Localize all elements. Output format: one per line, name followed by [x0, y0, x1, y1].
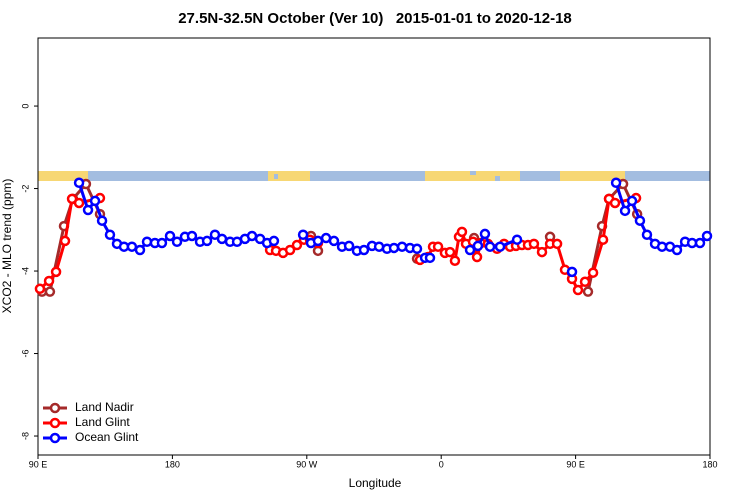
x-tick-label: 180 — [165, 459, 180, 469]
land-band — [268, 171, 310, 181]
land-band — [38, 171, 88, 181]
point — [186, 230, 198, 242]
point — [312, 235, 324, 247]
legend-label: Land Nadir — [75, 400, 134, 414]
point — [246, 230, 258, 242]
point — [358, 244, 370, 256]
map-strip — [38, 171, 710, 181]
ocean-band — [38, 171, 710, 181]
point — [444, 246, 456, 258]
point — [291, 239, 303, 251]
point — [701, 230, 713, 242]
point — [641, 229, 653, 240]
y-tick-label: 0 — [20, 104, 30, 109]
point — [89, 195, 101, 207]
point — [44, 286, 56, 297]
point — [671, 244, 683, 256]
point — [126, 241, 138, 252]
point — [164, 230, 176, 242]
point — [464, 244, 476, 256]
point — [134, 244, 146, 256]
ocean-band — [274, 174, 278, 179]
point — [343, 240, 355, 252]
point — [43, 275, 55, 287]
point — [388, 242, 400, 254]
point — [528, 238, 540, 250]
point — [141, 236, 153, 248]
point — [587, 267, 599, 278]
y-tick-label: -6 — [20, 350, 30, 358]
legend-marker — [49, 402, 61, 414]
x-tick-label: 180 — [702, 459, 717, 469]
point — [171, 236, 183, 248]
point — [456, 226, 468, 238]
plot-frame — [37, 37, 711, 456]
point — [284, 244, 296, 256]
series — [73, 177, 713, 278]
legend-label: Land Glint — [75, 415, 130, 429]
x-tick-label: 90 E — [566, 459, 585, 469]
point — [328, 235, 340, 247]
point — [216, 233, 228, 245]
point — [73, 177, 85, 189]
point — [156, 237, 168, 249]
point — [634, 215, 646, 226]
point — [59, 235, 71, 247]
point — [396, 241, 408, 252]
legend-marker — [49, 417, 61, 429]
legend-marker — [49, 432, 61, 444]
y-axis-label: XCO2 - MLO trend (ppm) — [0, 179, 14, 314]
point — [104, 229, 116, 240]
point — [610, 177, 622, 189]
x-tick-label: 90 W — [296, 459, 318, 469]
point — [449, 255, 461, 266]
point — [297, 229, 309, 240]
point — [432, 241, 444, 252]
chart-title: 27.5N-32.5N October (Ver 10) 2015-01-01 … — [178, 10, 572, 27]
point — [50, 266, 62, 278]
point — [597, 234, 609, 245]
point — [471, 251, 483, 263]
y-tick-label: -8 — [20, 432, 30, 440]
point — [536, 246, 548, 258]
x-axis-label: Longitude — [349, 476, 402, 490]
y-tick-label: -2 — [20, 185, 30, 193]
point — [619, 205, 631, 217]
point — [582, 286, 594, 297]
land-band — [425, 171, 520, 181]
point — [73, 197, 85, 209]
point — [609, 197, 621, 209]
point — [511, 234, 523, 245]
point — [694, 237, 706, 249]
point — [201, 235, 213, 247]
x-tick-label: 0 — [439, 459, 444, 469]
point — [551, 238, 563, 250]
point — [96, 215, 108, 226]
point — [82, 204, 94, 216]
ocean-band — [470, 171, 476, 175]
series — [36, 178, 643, 297]
point — [268, 235, 280, 247]
point — [411, 243, 423, 255]
x-tick-label: 90 E — [29, 459, 48, 469]
point — [424, 252, 436, 264]
point — [494, 241, 506, 252]
y-tick-label: -4 — [20, 267, 30, 275]
point — [626, 195, 638, 207]
land-band — [560, 171, 625, 181]
point — [484, 241, 496, 252]
point — [572, 284, 584, 296]
point — [579, 276, 591, 288]
point — [566, 266, 578, 278]
point — [479, 228, 491, 240]
legend-label: Ocean Glint — [75, 430, 139, 444]
point — [472, 240, 484, 252]
point — [34, 283, 46, 295]
ocean-band — [495, 176, 500, 181]
